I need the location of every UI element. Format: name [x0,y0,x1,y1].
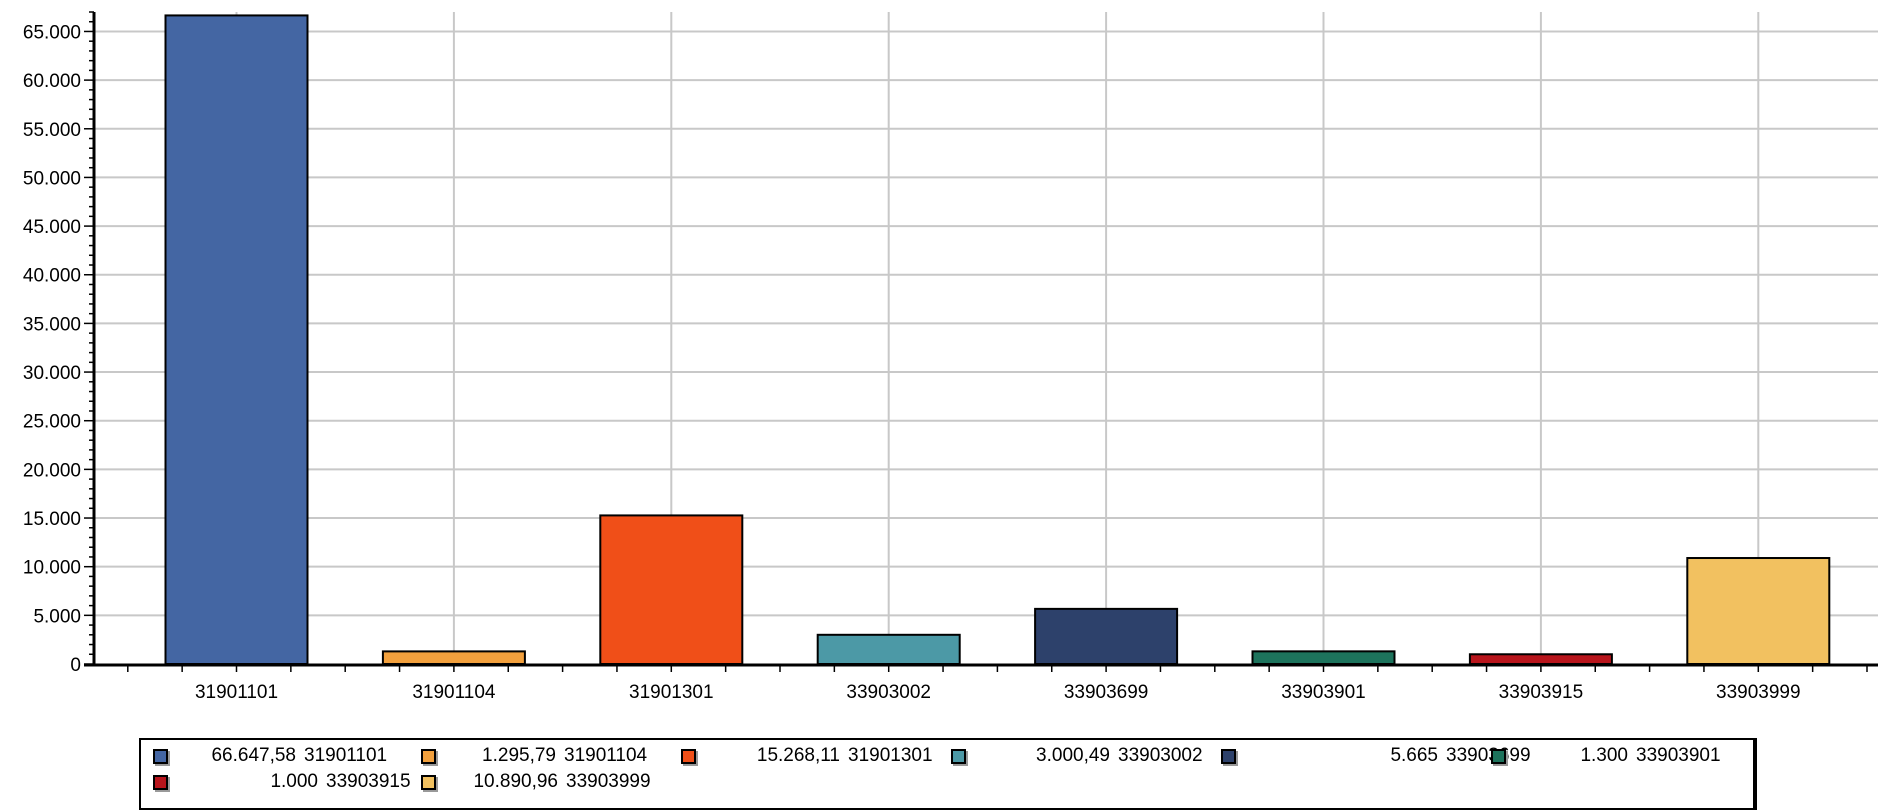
legend-item: 1.300 33903901 [1491,742,1721,770]
axes: 0 5.000 10.000 15.000 20.000 25.000 30.000 35.0… [23,11,1878,703]
bar-33903002 [816,633,961,666]
legend-label: 31901301 [848,745,933,766]
x-tick-label: 33903699 [1064,682,1149,703]
y-tick-label: 35.000 [23,314,81,335]
legend-value: 1.000 [270,771,318,792]
legend-label: 33903699 [1446,745,1531,766]
bars [164,14,1831,666]
legend-item: 10.890,96 33903999 [421,768,651,796]
legend-label: 33903002 [1118,745,1203,766]
x-tick-label: 33903999 [1716,682,1801,703]
x-tick-label: 31901104 [412,682,496,703]
legend-swatch [681,748,696,764]
legend-value: 1.300 [1580,745,1628,766]
legend-item: 66.647,58 31901101 [153,742,387,770]
legend-swatch [153,774,168,790]
y-tick-label: 30.000 [23,363,81,384]
x-tick-label: 33903901 [1281,682,1366,703]
legend-swatch [1491,748,1506,764]
legend-label: 33903915 [326,771,411,792]
gridlines [94,12,1878,664]
y-tick-label: 50.000 [23,168,81,189]
y-tick-label: 65.000 [23,22,81,43]
y-tick-label: 15.000 [23,509,81,530]
y-tick-label: 40.000 [23,266,81,287]
legend-item: 15.268,11 31901301 [681,742,933,770]
legend-label: 33903901 [1636,745,1721,766]
x-tick-label: 31901101 [195,682,278,703]
bar-33903999 [1686,557,1831,666]
y-tick-label: 25.000 [23,412,81,433]
legend-swatch [951,748,966,764]
legend-value: 1.295,79 [482,745,556,766]
legend-item: 1.295,79 31901104 [421,742,647,770]
bar-33903915 [1468,653,1613,666]
legend-swatch [421,774,436,790]
legend-item: 5.665 33903699 [1221,742,1531,770]
bar-33903901 [1251,650,1396,665]
legend-label: 31901104 [564,745,648,766]
x-tick-label: 33903002 [846,682,931,703]
y-tick-label: 20.000 [23,460,81,481]
y-tick-label: 45.000 [23,217,81,238]
y-tick-label: 55.000 [23,120,81,141]
legend-value: 66.647,58 [211,745,296,766]
legend-label: 31901101 [304,745,388,766]
legend-item: 1.000 33903915 [153,768,411,796]
legend-swatch [153,748,168,764]
bar-31901101 [164,14,309,666]
chart-legend: 66.647,58 31901101 1.295,79 31901104 15.268,… [139,738,1757,810]
legend-label: 33903999 [566,771,651,792]
y-tick-label: 5.000 [33,606,81,627]
y-tick-label: 10.000 [23,558,81,579]
legend-swatch [421,748,436,764]
legend-swatch [1221,748,1236,764]
legend-value: 10.890,96 [473,771,558,792]
legend-value: 15.268,11 [756,745,840,766]
legend-value: 3.000,49 [1036,745,1110,766]
bar-33903699 [1034,607,1179,666]
y-tick-label: 60.000 [23,71,81,92]
bar-31901301 [599,514,744,665]
x-tick-label: 31901301 [629,682,714,703]
bar-31901104 [381,650,526,665]
legend-item: 3.000,49 33903002 [951,742,1203,770]
x-tick-label: 33903915 [1499,682,1584,703]
legend-value: 5.665 [1390,745,1438,766]
bar-chart: 0 5.000 10.000 15.000 20.000 25.000 30.000 35.0… [23,11,1878,703]
y-tick-label: 0 [70,655,81,676]
